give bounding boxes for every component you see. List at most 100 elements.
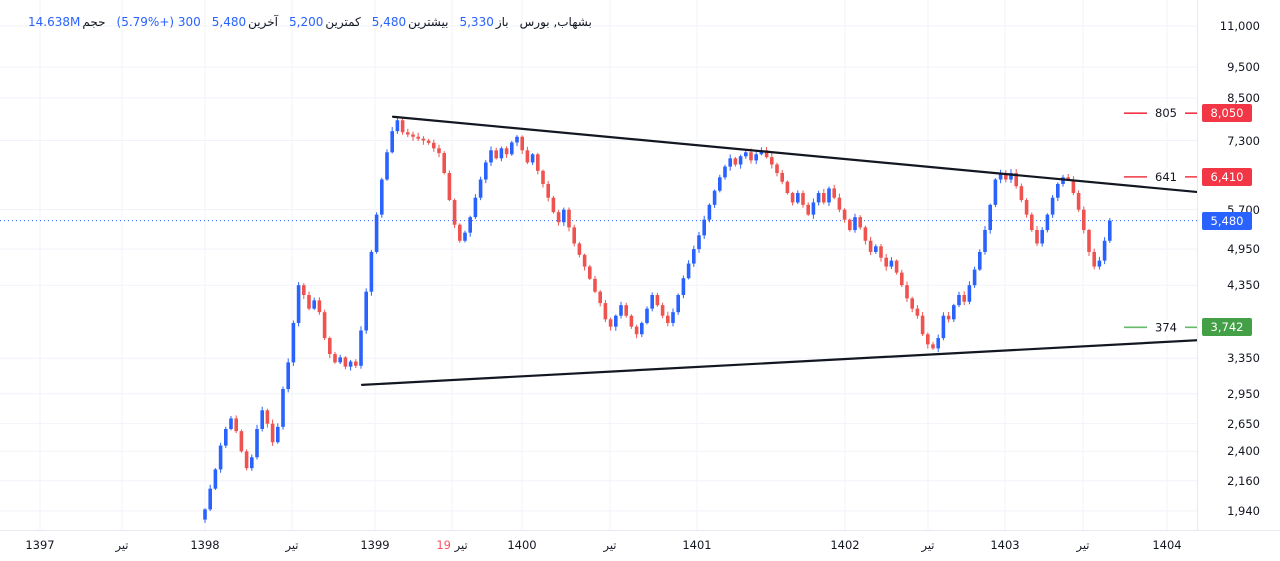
- candle[interactable]: [541, 170, 545, 184]
- candle[interactable]: [603, 303, 608, 320]
- candle[interactable]: [972, 269, 977, 286]
- candle[interactable]: [385, 152, 389, 180]
- candle[interactable]: [686, 263, 691, 279]
- candle[interactable]: [1024, 200, 1029, 215]
- candle[interactable]: [234, 418, 238, 432]
- trendline-upper[interactable]: [391, 115, 1220, 196]
- candle[interactable]: [395, 120, 400, 132]
- candle[interactable]: [671, 312, 675, 323]
- candle[interactable]: [796, 193, 800, 203]
- candle[interactable]: [697, 235, 701, 250]
- candle[interactable]: [879, 246, 883, 258]
- candle[interactable]: [338, 357, 342, 363]
- candle[interactable]: [1014, 172, 1018, 187]
- candle[interactable]: [343, 357, 348, 367]
- candle[interactable]: [660, 305, 665, 316]
- candle[interactable]: [941, 315, 946, 339]
- candle[interactable]: [302, 285, 306, 296]
- candle[interactable]: [328, 338, 332, 355]
- candle[interactable]: [707, 204, 712, 220]
- candle[interactable]: [842, 209, 847, 220]
- candle[interactable]: [806, 204, 810, 215]
- candle[interactable]: [588, 266, 592, 279]
- candle[interactable]: [967, 285, 972, 302]
- candle[interactable]: [359, 330, 363, 366]
- candle[interactable]: [218, 445, 223, 470]
- candle[interactable]: [1061, 177, 1065, 184]
- candle[interactable]: [411, 134, 415, 137]
- candle[interactable]: [978, 251, 982, 270]
- candle[interactable]: [1009, 172, 1013, 180]
- candle[interactable]: [452, 200, 457, 225]
- candle[interactable]: [619, 305, 623, 316]
- candle[interactable]: [816, 193, 821, 203]
- candle[interactable]: [910, 298, 914, 309]
- candle[interactable]: [468, 217, 472, 233]
- candle[interactable]: [1056, 183, 1060, 198]
- candle[interactable]: [780, 172, 784, 182]
- candle[interactable]: [1019, 186, 1024, 201]
- candle[interactable]: [749, 152, 753, 161]
- candle[interactable]: [374, 214, 379, 252]
- candle[interactable]: [1092, 251, 1096, 267]
- candle[interactable]: [364, 291, 368, 331]
- candle[interactable]: [744, 152, 748, 157]
- candle[interactable]: [239, 431, 244, 452]
- candle[interactable]: [421, 138, 426, 141]
- candle[interactable]: [790, 193, 795, 203]
- candle[interactable]: [952, 305, 956, 320]
- candle[interactable]: [296, 285, 301, 323]
- candle[interactable]: [884, 257, 888, 267]
- candle[interactable]: [265, 410, 270, 424]
- candle[interactable]: [390, 131, 394, 153]
- candle[interactable]: [400, 120, 405, 133]
- candle[interactable]: [894, 260, 899, 273]
- candle[interactable]: [458, 224, 462, 241]
- candle[interactable]: [993, 179, 998, 205]
- trendline-lower[interactable]: [360, 336, 1240, 386]
- level-lines-group[interactable]: 805 641 374: [1124, 105, 1198, 336]
- candle[interactable]: [556, 212, 561, 223]
- candle[interactable]: [1050, 197, 1055, 215]
- candle[interactable]: [598, 291, 602, 304]
- candle[interactable]: [520, 136, 524, 151]
- candle[interactable]: [322, 312, 327, 339]
- candle[interactable]: [863, 227, 868, 241]
- candle[interactable]: [530, 154, 535, 163]
- candle[interactable]: [1097, 260, 1102, 267]
- candles-group[interactable]: [203, 116, 1112, 523]
- candle[interactable]: [614, 315, 618, 327]
- candle[interactable]: [681, 278, 686, 296]
- candle[interactable]: [1004, 172, 1008, 180]
- candle[interactable]: [478, 179, 483, 198]
- candle[interactable]: [515, 136, 519, 143]
- candle[interactable]: [848, 219, 852, 231]
- candle[interactable]: [1082, 209, 1086, 231]
- candle[interactable]: [510, 142, 514, 155]
- trendlines-group[interactable]: [360, 115, 1240, 386]
- candle[interactable]: [1040, 230, 1044, 244]
- candle[interactable]: [546, 183, 550, 198]
- candle[interactable]: [281, 389, 285, 427]
- candle[interactable]: [432, 142, 436, 149]
- candle[interactable]: [333, 354, 337, 363]
- candle[interactable]: [936, 338, 940, 349]
- candle[interactable]: [499, 148, 504, 159]
- candle[interactable]: [931, 344, 935, 349]
- candle[interactable]: [270, 423, 275, 443]
- candle[interactable]: [551, 197, 556, 213]
- candle[interactable]: [380, 179, 384, 215]
- candle[interactable]: [213, 469, 218, 489]
- candle[interactable]: [291, 322, 296, 363]
- candle[interactable]: [853, 217, 857, 231]
- candle[interactable]: [915, 308, 920, 316]
- candle[interactable]: [650, 295, 654, 309]
- candle[interactable]: [624, 305, 628, 316]
- candle[interactable]: [416, 136, 420, 139]
- candle[interactable]: [1030, 214, 1034, 231]
- candle[interactable]: [811, 202, 816, 215]
- candle[interactable]: [712, 190, 717, 205]
- candle[interactable]: [208, 488, 212, 510]
- candle[interactable]: [920, 315, 925, 335]
